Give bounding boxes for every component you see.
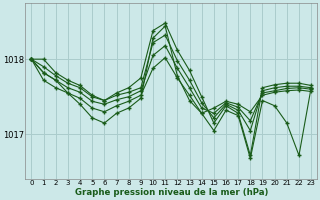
X-axis label: Graphe pression niveau de la mer (hPa): Graphe pression niveau de la mer (hPa) [75, 188, 268, 197]
